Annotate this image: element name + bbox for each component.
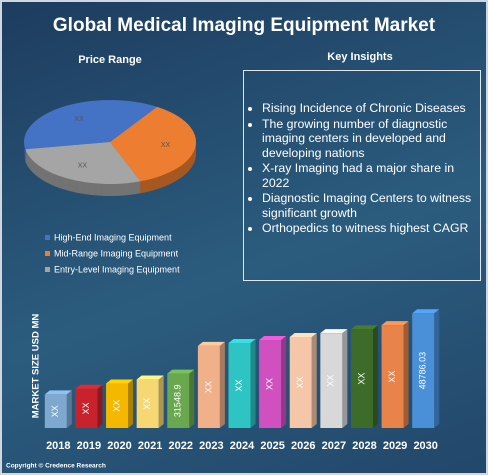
legend-label: High-End Imaging Equipment — [54, 232, 172, 242]
bar-side — [158, 375, 164, 428]
x-tick-label: 2021 — [138, 440, 162, 452]
bar-side — [311, 333, 317, 428]
data-label: XX — [234, 379, 244, 391]
pie-slice — [25, 142, 141, 184]
bar — [167, 373, 190, 428]
bar-side — [189, 369, 195, 428]
legend-label: Entry-Level Imaging Equipment — [54, 264, 180, 274]
bar-top — [167, 369, 195, 374]
bar-top — [197, 341, 225, 346]
bar — [259, 340, 282, 428]
bar-top — [106, 379, 134, 384]
bar — [44, 394, 67, 428]
insight-item: Rising Incidence of Chronic Diseases — [262, 101, 474, 116]
insight-item: X-ray Imaging had a major share in 2022 — [262, 161, 474, 190]
data-label: XX — [81, 402, 91, 414]
x-tick-label: 2028 — [352, 440, 376, 452]
data-label: XX — [50, 405, 60, 417]
pie-title: Price Range — [78, 54, 142, 66]
x-tick-label: 2019 — [77, 440, 101, 452]
data-label: XX — [111, 400, 121, 412]
bar-side — [372, 325, 378, 428]
pie-slice — [23, 100, 158, 150]
bar — [228, 342, 251, 428]
insight-item: The growing number of diagnostic imaging… — [262, 117, 474, 161]
x-tick-label: 2018 — [46, 440, 70, 452]
bar-side — [342, 329, 348, 428]
legend-label: Mid-Range Imaging Equipment — [54, 248, 179, 258]
bar — [75, 388, 98, 428]
data-label: XX — [142, 398, 152, 410]
legend-swatch — [45, 251, 50, 256]
bar-top — [136, 375, 164, 380]
x-tick-label: 2024 — [230, 440, 255, 452]
bar-top — [44, 390, 72, 395]
bar — [197, 345, 220, 428]
data-label: XX — [295, 376, 305, 388]
copyright: Copyright © Credence Research — [6, 462, 106, 470]
data-label: XX — [203, 381, 213, 393]
bar-top — [259, 336, 287, 341]
data-label: XX — [161, 142, 171, 149]
data-label: 48786.03 — [418, 352, 428, 390]
data-label: XX — [387, 371, 397, 383]
insights-box: Rising Incidence of Chronic DiseasesThe … — [243, 70, 481, 281]
x-tick-label: 2025 — [260, 440, 284, 452]
insights-list: Rising Incidence of Chronic DiseasesThe … — [250, 101, 474, 236]
bar-side — [128, 379, 134, 428]
data-label: XX — [78, 163, 88, 170]
data-label: XX — [264, 378, 274, 390]
bar — [289, 337, 312, 428]
x-tick-label: 2022 — [169, 440, 193, 452]
bar — [136, 379, 159, 428]
bar-top — [228, 338, 256, 343]
bar-top — [412, 309, 440, 314]
x-tick-label: 2030 — [413, 440, 437, 452]
bar — [320, 333, 343, 428]
bar-side — [66, 390, 72, 428]
pie-slice — [110, 106, 197, 182]
x-tick-label: 2029 — [383, 440, 407, 452]
data-label: XX — [326, 375, 336, 387]
insight-item: Diagnostic Imaging Centers to witness si… — [262, 191, 474, 220]
bar-side — [403, 321, 409, 428]
bar-top — [289, 333, 317, 337]
bar-side — [219, 341, 225, 428]
x-tick-label: 2026 — [291, 440, 315, 452]
data-label: 31548.9 — [173, 385, 183, 418]
insight-item: Orthopedics to witness highest CAGR — [262, 221, 474, 236]
legend-swatch — [45, 235, 50, 240]
y-axis-label: MARKET SIZE USD MN — [31, 314, 42, 419]
bar — [412, 313, 435, 428]
bar — [350, 329, 373, 428]
insights-title: Key Insights — [327, 51, 392, 63]
data-label: XX — [356, 373, 366, 385]
bar — [381, 325, 404, 428]
bar-side — [97, 384, 103, 428]
bar-side — [250, 338, 256, 428]
bar — [106, 383, 129, 428]
bar-side — [434, 309, 440, 428]
bar-side — [281, 336, 287, 428]
legend-swatch — [45, 267, 50, 272]
data-label: XX — [75, 116, 85, 123]
x-tick-label: 2027 — [322, 440, 346, 452]
x-tick-label: 2023 — [199, 440, 223, 452]
x-tick-label: 2020 — [107, 440, 131, 452]
bar-top — [350, 325, 378, 330]
bar-top — [381, 321, 409, 326]
page-title: Global Medical Imaging Equipment Market — [53, 15, 436, 36]
bar-top — [75, 384, 103, 389]
bar-top — [320, 329, 348, 334]
